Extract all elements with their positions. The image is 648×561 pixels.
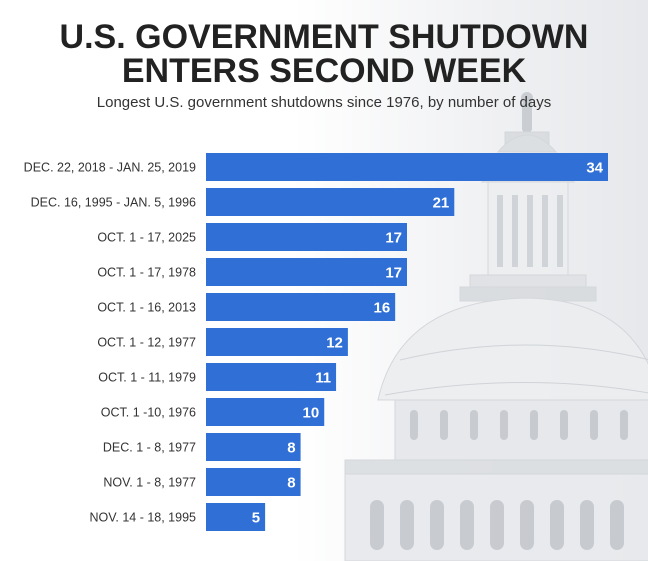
category-label: OCT. 1 -10, 1976 — [101, 406, 196, 420]
bar — [206, 153, 608, 181]
category-label: OCT. 1 - 17, 1978 — [97, 266, 196, 280]
bar — [206, 188, 455, 216]
bar — [206, 468, 301, 496]
chart-title-line-2: ENTERS SECOND WEEK — [121, 52, 527, 90]
bar-value-label: 5 — [252, 510, 260, 527]
category-label: NOV. 14 - 18, 1995 — [89, 511, 196, 525]
bar-value-label: 11 — [315, 370, 331, 387]
category-label: OCT. 1 - 16, 2013 — [97, 301, 196, 315]
bar-value-label: 21 — [433, 195, 450, 212]
bar — [206, 433, 301, 461]
bar-value-label: 16 — [373, 300, 390, 317]
category-label: DEC. 22, 2018 - JAN. 25, 2019 — [24, 161, 196, 175]
bar-value-label: 12 — [326, 335, 343, 352]
bar — [206, 223, 407, 251]
bar — [206, 258, 407, 286]
bar-value-label: 34 — [586, 160, 603, 177]
bar-value-label: 17 — [385, 265, 402, 282]
chart-subtitle: Longest U.S. government shutdowns since … — [96, 94, 552, 111]
bar — [206, 293, 396, 321]
category-label: DEC. 16, 1995 - JAN. 5, 1996 — [31, 196, 196, 210]
category-label: OCT. 1 - 17, 2025 — [97, 231, 196, 245]
bar-value-label: 17 — [385, 230, 402, 247]
bar-value-label: 8 — [287, 475, 295, 492]
bar — [206, 503, 266, 531]
bar — [206, 398, 325, 426]
category-label: NOV. 1 - 8, 1977 — [103, 476, 196, 490]
category-label: OCT. 1 - 12, 1977 — [97, 336, 196, 350]
category-label: DEC. 1 - 8, 1977 — [103, 441, 196, 455]
chart-title: U.S. GOVERNMENT SHUTDOWN ENTERS SECOND W… — [0, 20, 648, 88]
bar — [206, 328, 348, 356]
category-label: OCT. 1 - 11, 1979 — [98, 371, 196, 385]
bar — [206, 363, 337, 391]
bar-value-label: 10 — [303, 405, 320, 422]
chart-title-line-1: U.S. GOVERNMENT SHUTDOWN — [59, 18, 589, 56]
bar-value-label: 8 — [287, 440, 295, 457]
